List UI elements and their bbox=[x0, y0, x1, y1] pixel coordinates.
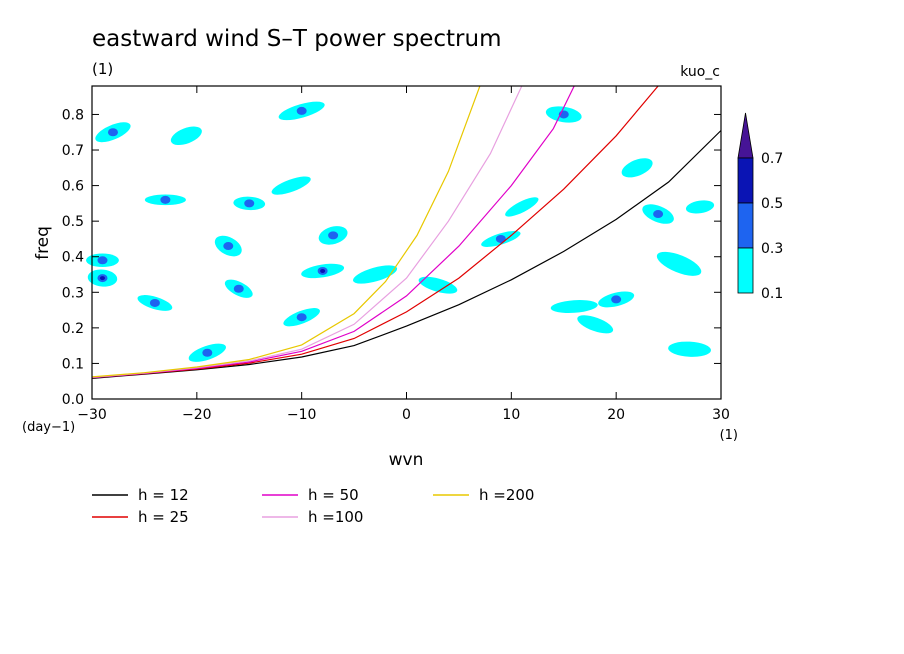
contour-core bbox=[611, 295, 622, 304]
dispersion-curve-1 bbox=[91, 85, 659, 379]
y-tick-label: 0.7 bbox=[62, 143, 84, 159]
y-tick-label: 0.8 bbox=[62, 107, 84, 123]
contour-peak bbox=[320, 268, 326, 273]
colorbar-label: 0.5 bbox=[761, 196, 783, 212]
x-tick-label: −30 bbox=[77, 407, 107, 423]
colorbar-label: 0.7 bbox=[761, 151, 783, 167]
dispersion-curve-0 bbox=[91, 130, 722, 379]
contour-core bbox=[495, 234, 506, 243]
y-axis: 0.0 0.1 0.2 0.3 0.4 0.5 0.6 0.7 0.8 bbox=[62, 107, 721, 408]
legend: h = 12 h = 25 h = 50 h =100 h =200 bbox=[92, 486, 534, 526]
contour-core bbox=[97, 256, 108, 265]
x-tick-label: 10 bbox=[502, 407, 520, 423]
chart-subtitle-left: (1) bbox=[92, 60, 113, 78]
y-tick-label: 0.2 bbox=[62, 321, 84, 337]
x-tick-label: 30 bbox=[712, 407, 730, 423]
y-axis-label: freq bbox=[33, 226, 53, 260]
contour-core bbox=[233, 284, 244, 293]
contour-core bbox=[149, 298, 160, 307]
x-axis-unit: (1) bbox=[720, 428, 738, 443]
contour-core bbox=[244, 199, 255, 208]
contour-patch bbox=[656, 251, 702, 276]
contour-fills bbox=[86, 101, 715, 362]
y-tick-label: 0.6 bbox=[62, 179, 84, 195]
colorbar-label: 0.1 bbox=[761, 286, 783, 302]
contour-core bbox=[296, 106, 307, 115]
contour-patch bbox=[685, 200, 715, 214]
contour-patch bbox=[550, 300, 598, 314]
contour-core bbox=[202, 348, 213, 357]
colorbar: 0.1 0.3 0.5 0.7 bbox=[737, 112, 783, 302]
contour-patch bbox=[170, 126, 202, 146]
colorbar-extend-max bbox=[737, 112, 754, 159]
contour-core bbox=[328, 231, 339, 240]
chart-title: eastward wind S–T power spectrum bbox=[92, 26, 502, 52]
contour-core bbox=[223, 242, 234, 251]
x-tick-label: 20 bbox=[607, 407, 625, 423]
legend-label-0: h = 12 bbox=[138, 486, 189, 504]
y-tick-label: 0.0 bbox=[62, 392, 84, 408]
legend-label-3: h =100 bbox=[308, 508, 363, 526]
x-tick-label: 0 bbox=[402, 407, 411, 423]
contour-core bbox=[653, 210, 664, 219]
y-tick-label: 0.5 bbox=[62, 214, 84, 230]
chart-subtitle-right: kuo_c bbox=[680, 64, 720, 80]
contour-core bbox=[107, 128, 118, 137]
colorbar-segment bbox=[737, 157, 754, 204]
contour-patch bbox=[505, 197, 539, 217]
y-tick-label: 0.3 bbox=[62, 285, 84, 301]
legend-label-4: h =200 bbox=[479, 486, 534, 504]
contour-patch bbox=[271, 176, 311, 195]
legend-label-1: h = 25 bbox=[138, 508, 189, 526]
colorbar-label: 0.3 bbox=[761, 241, 783, 257]
contour-peak bbox=[99, 276, 105, 281]
legend-label-2: h = 50 bbox=[308, 486, 359, 504]
contour-patch bbox=[353, 265, 398, 284]
contour-core bbox=[296, 313, 307, 322]
x-axis: −30 −20 −10 0 10 20 30 bbox=[77, 86, 730, 423]
colorbar-segment bbox=[737, 247, 754, 294]
dispersion-curves bbox=[91, 85, 722, 379]
x-tick-label: −20 bbox=[182, 407, 212, 423]
dispersion-curve-3 bbox=[91, 85, 523, 378]
contour-patch bbox=[668, 341, 711, 357]
x-tick-label: −10 bbox=[287, 407, 317, 423]
y-tick-label: 0.1 bbox=[62, 356, 84, 372]
contour-patch bbox=[621, 158, 653, 178]
y-tick-label: 0.4 bbox=[62, 250, 84, 266]
colorbar-segment bbox=[737, 202, 754, 249]
y-axis-unit: (day−1) bbox=[22, 420, 75, 435]
contour-core bbox=[160, 195, 171, 204]
x-axis-label: wvn bbox=[389, 450, 424, 470]
contour-patch bbox=[418, 276, 458, 294]
contour-patch bbox=[577, 315, 614, 334]
dispersion-curve-4 bbox=[91, 85, 481, 378]
